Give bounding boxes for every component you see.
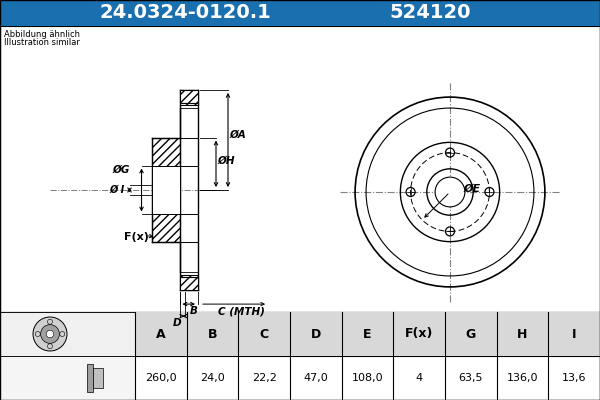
Text: B: B	[190, 306, 197, 316]
Text: 524120: 524120	[389, 4, 471, 22]
Bar	[548, 312, 600, 356]
Text: G: G	[466, 328, 476, 340]
Text: Illustration similar: Illustration similar	[4, 38, 80, 47]
Text: 24.0324-0120.1: 24.0324-0120.1	[99, 4, 271, 22]
Bar	[87, 364, 93, 392]
Text: D: D	[173, 318, 182, 328]
Bar	[0, 26, 600, 312]
Text: 63,5: 63,5	[458, 373, 483, 383]
Text: 4: 4	[416, 373, 423, 383]
Text: C: C	[260, 328, 269, 340]
Text: ØG: ØG	[113, 165, 130, 175]
Circle shape	[41, 325, 59, 343]
Text: F(x): F(x)	[405, 328, 433, 340]
Bar	[238, 312, 290, 356]
Text: D: D	[311, 328, 321, 340]
Bar	[187, 312, 238, 356]
Text: ØE: ØE	[464, 184, 481, 194]
Bar	[179, 277, 198, 290]
Bar	[179, 103, 198, 105]
Text: Ø I: Ø I	[110, 185, 125, 195]
Text: 136,0: 136,0	[507, 373, 538, 383]
Text: 22,2: 22,2	[252, 373, 277, 383]
Bar	[290, 312, 341, 356]
Text: 260,0: 260,0	[145, 373, 176, 383]
Text: I: I	[572, 328, 577, 340]
Text: E: E	[363, 328, 372, 340]
Bar	[179, 90, 198, 103]
Text: H: H	[517, 328, 527, 340]
Bar	[179, 274, 198, 277]
Bar	[341, 312, 394, 356]
Bar	[93, 368, 103, 388]
Text: C (MTH): C (MTH)	[218, 306, 265, 316]
Text: F(x): F(x)	[124, 232, 148, 242]
Bar	[0, 312, 600, 400]
Circle shape	[46, 330, 54, 338]
Text: Abbildung ähnlich: Abbildung ähnlich	[4, 30, 80, 39]
Bar	[135, 312, 187, 356]
Text: ØA: ØA	[229, 130, 246, 140]
Bar	[152, 138, 179, 242]
Text: B: B	[208, 328, 217, 340]
Text: ØH: ØH	[217, 156, 235, 166]
Text: 13,6: 13,6	[562, 373, 586, 383]
Text: A: A	[156, 328, 166, 340]
Circle shape	[33, 317, 67, 351]
Bar	[445, 312, 497, 356]
Circle shape	[435, 177, 465, 207]
Bar	[0, 356, 135, 400]
Bar	[0, 0, 600, 26]
Bar	[152, 166, 179, 214]
Bar	[394, 312, 445, 356]
Bar	[497, 312, 548, 356]
Bar	[0, 312, 135, 356]
Text: 47,0: 47,0	[304, 373, 328, 383]
Text: 24,0: 24,0	[200, 373, 225, 383]
Text: 108,0: 108,0	[352, 373, 383, 383]
